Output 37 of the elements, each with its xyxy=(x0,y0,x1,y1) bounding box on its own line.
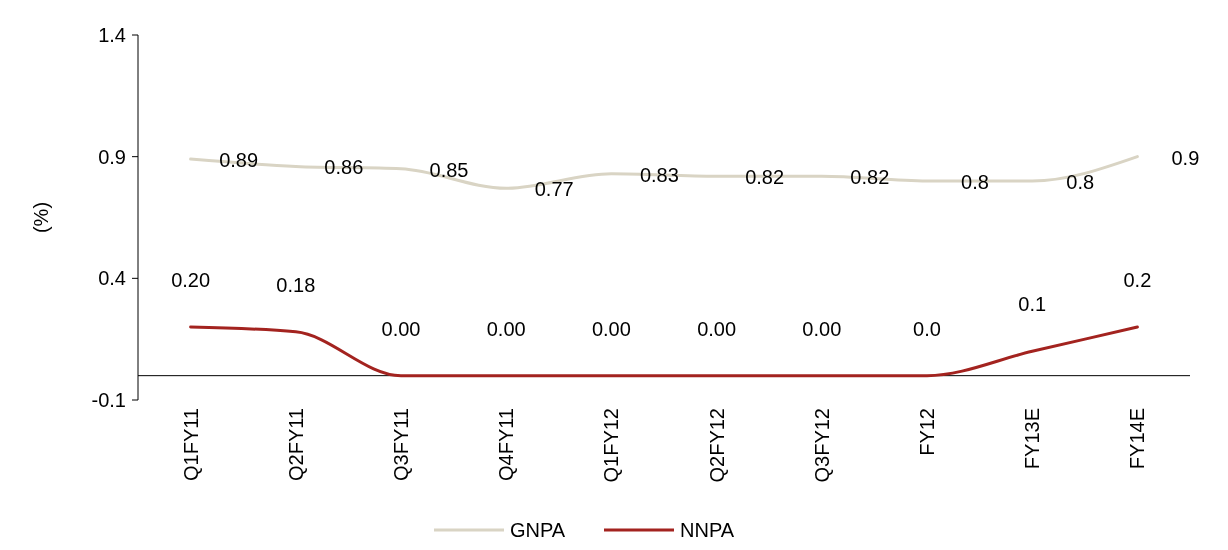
data-label: 0.83 xyxy=(639,163,679,186)
y-tick-label: 0.4 xyxy=(98,267,126,290)
x-tick-label: Q4FY11 xyxy=(495,408,518,481)
data-label: 0.8 xyxy=(1066,171,1095,193)
data-label: 0.89 xyxy=(219,149,259,172)
data-label: 0.1 xyxy=(1018,293,1047,316)
y-axis-title: (%) xyxy=(30,201,52,234)
data-label: 0.0 xyxy=(913,317,941,340)
legend-label: NNPA xyxy=(680,519,735,541)
y-tick-label: 0.9 xyxy=(98,145,126,168)
x-tick-label: Q1FY11 xyxy=(179,408,202,481)
x-tick-label: Q1FY12 xyxy=(600,408,623,483)
y-tick-label: -0.1 xyxy=(91,389,126,411)
data-label: 0.86 xyxy=(324,156,364,179)
x-tick-label: Q3FY11 xyxy=(390,408,412,481)
x-tick-label: FY12 xyxy=(916,408,938,456)
data-label: 0.8 xyxy=(961,171,989,193)
data-label: 0.00 xyxy=(591,317,631,340)
data-label: 0.9 xyxy=(1171,146,1200,169)
x-tick-label: Q3FY12 xyxy=(810,408,833,483)
data-label: 0.18 xyxy=(276,273,316,296)
x-tick-label: FY13E xyxy=(1021,408,1044,470)
data-label: 0.82 xyxy=(745,166,785,189)
data-label: 0.00 xyxy=(697,317,737,340)
data-label: 0.00 xyxy=(802,317,842,340)
legend-label: GNPA xyxy=(510,519,566,541)
y-tick-label: 1.4 xyxy=(98,24,126,46)
data-label: 0.82 xyxy=(850,166,890,189)
data-label: 0.00 xyxy=(486,317,526,340)
data-label: 0.00 xyxy=(381,317,421,340)
data-label: 0.77 xyxy=(534,178,574,201)
data-label: 0.20 xyxy=(171,269,211,291)
x-tick-label: Q2FY12 xyxy=(705,408,728,483)
x-tick-label: FY14E xyxy=(1126,408,1149,470)
data-label: 0.2 xyxy=(1123,269,1152,291)
data-label: 0.85 xyxy=(429,158,469,181)
x-tick-label: Q2FY11 xyxy=(284,408,307,481)
